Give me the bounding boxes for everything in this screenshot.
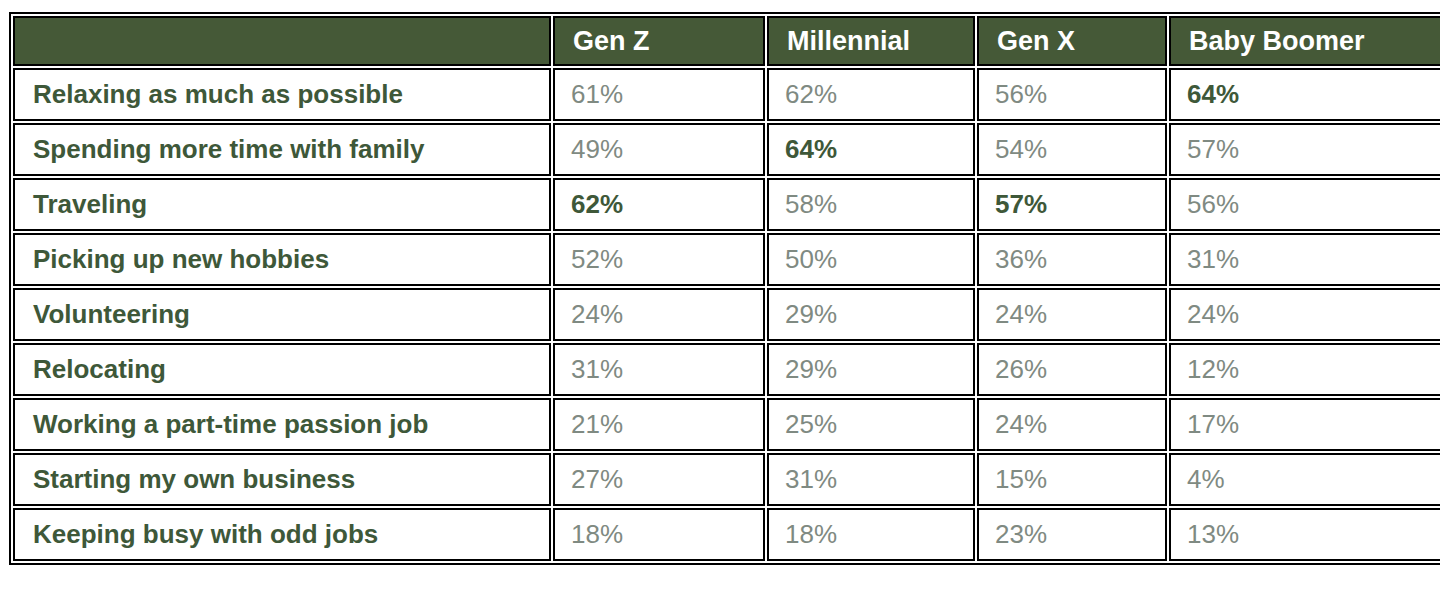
value-cell: 36% <box>977 233 1167 286</box>
value-cell: 29% <box>767 343 975 396</box>
value-cell: 31% <box>553 343 765 396</box>
column-header-gen-x: Gen X <box>977 16 1167 66</box>
value-cell: 56% <box>1169 178 1440 231</box>
value-cell: 62% <box>767 68 975 121</box>
row-label-cell: Picking up new hobbies <box>13 233 551 286</box>
table-row: Volunteering24%29%24%24% <box>13 288 1440 341</box>
value-cell: 24% <box>553 288 765 341</box>
value-cell: 12% <box>1169 343 1440 396</box>
table-row: Working a part-time passion job21%25%24%… <box>13 398 1440 451</box>
column-header-baby-boomer: Baby Boomer <box>1169 16 1440 66</box>
table-row: Traveling62%58%57%56% <box>13 178 1440 231</box>
value-cell: 18% <box>767 508 975 561</box>
value-cell: 25% <box>767 398 975 451</box>
table-row: Relaxing as much as possible61%62%56%64% <box>13 68 1440 121</box>
row-label-cell: Starting my own business <box>13 453 551 506</box>
table-row: Keeping busy with odd jobs18%18%23%13% <box>13 508 1440 561</box>
value-cell: 49% <box>553 123 765 176</box>
value-cell: 24% <box>1169 288 1440 341</box>
value-cell: 21% <box>553 398 765 451</box>
value-cell: 15% <box>977 453 1167 506</box>
value-cell: 52% <box>553 233 765 286</box>
value-cell: 23% <box>977 508 1167 561</box>
value-cell: 58% <box>767 178 975 231</box>
generations-percentage-table: Gen ZMillennialGen XBaby Boomer Relaxing… <box>9 12 1440 565</box>
corner-header-cell <box>13 16 551 66</box>
value-cell: 27% <box>553 453 765 506</box>
value-cell: 61% <box>553 68 765 121</box>
value-cell: 62% <box>553 178 765 231</box>
value-cell: 26% <box>977 343 1167 396</box>
row-label-cell: Relaxing as much as possible <box>13 68 551 121</box>
row-label-cell: Keeping busy with odd jobs <box>13 508 551 561</box>
value-cell: 17% <box>1169 398 1440 451</box>
value-cell: 24% <box>977 398 1167 451</box>
row-label-cell: Working a part-time passion job <box>13 398 551 451</box>
value-cell: 29% <box>767 288 975 341</box>
value-cell: 57% <box>1169 123 1440 176</box>
table-row: Picking up new hobbies52%50%36%31% <box>13 233 1440 286</box>
value-cell: 13% <box>1169 508 1440 561</box>
value-cell: 56% <box>977 68 1167 121</box>
row-label-cell: Volunteering <box>13 288 551 341</box>
header-row: Gen ZMillennialGen XBaby Boomer <box>13 16 1440 66</box>
value-cell: 18% <box>553 508 765 561</box>
row-label-cell: Relocating <box>13 343 551 396</box>
table-body: Relaxing as much as possible61%62%56%64%… <box>13 68 1440 561</box>
value-cell: 50% <box>767 233 975 286</box>
value-cell: 4% <box>1169 453 1440 506</box>
table-header: Gen ZMillennialGen XBaby Boomer <box>13 16 1440 66</box>
value-cell: 64% <box>767 123 975 176</box>
table-row: Starting my own business27%31%15%4% <box>13 453 1440 506</box>
table-row: Relocating31%29%26%12% <box>13 343 1440 396</box>
row-label-cell: Traveling <box>13 178 551 231</box>
value-cell: 64% <box>1169 68 1440 121</box>
table-row: Spending more time with family49%64%54%5… <box>13 123 1440 176</box>
value-cell: 54% <box>977 123 1167 176</box>
column-header-gen-z: Gen Z <box>553 16 765 66</box>
value-cell: 31% <box>767 453 975 506</box>
value-cell: 24% <box>977 288 1167 341</box>
generations-percentage-table-container: Gen ZMillennialGen XBaby Boomer Relaxing… <box>9 12 1440 565</box>
row-label-cell: Spending more time with family <box>13 123 551 176</box>
value-cell: 31% <box>1169 233 1440 286</box>
value-cell: 57% <box>977 178 1167 231</box>
column-header-millennial: Millennial <box>767 16 975 66</box>
